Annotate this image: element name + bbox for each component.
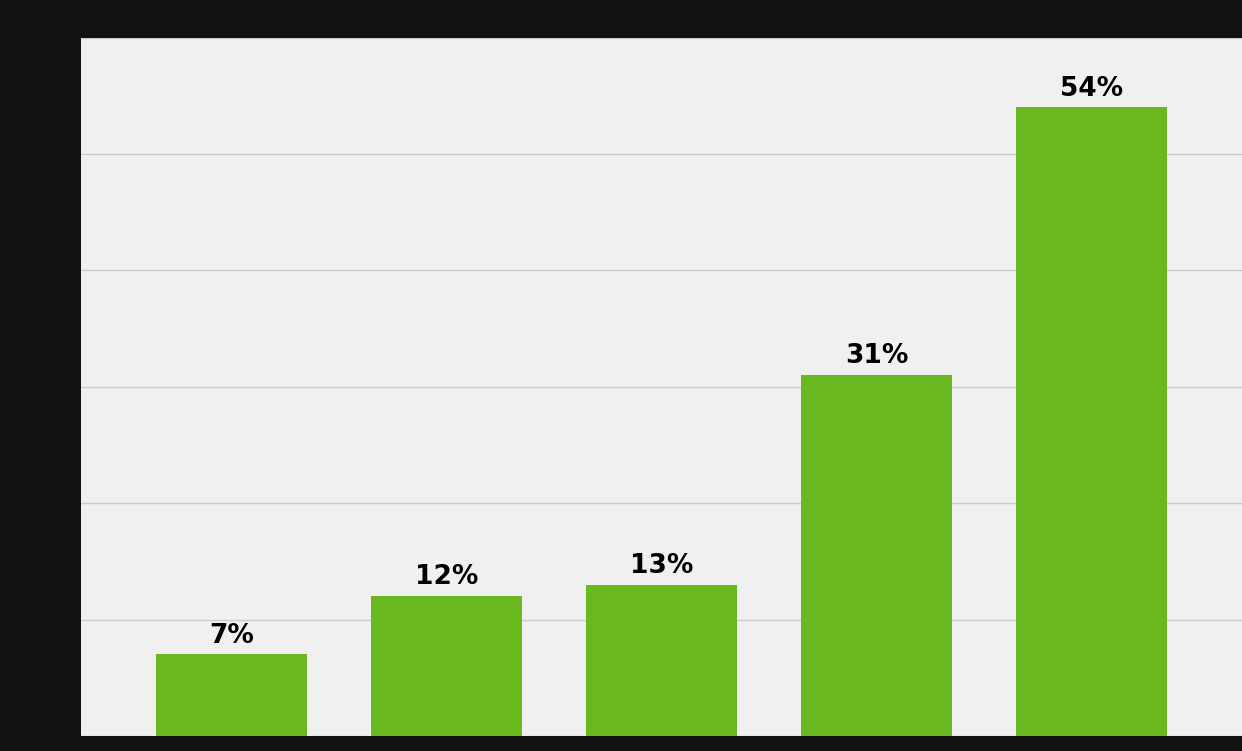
- Bar: [1016, 107, 1166, 736]
- Bar: [801, 375, 951, 736]
- Bar: [586, 584, 737, 736]
- Bar: [371, 596, 522, 736]
- Text: 54%: 54%: [1059, 76, 1123, 101]
- Text: 31%: 31%: [845, 343, 908, 369]
- Text: 13%: 13%: [630, 553, 693, 579]
- Text: 12%: 12%: [415, 565, 478, 590]
- Text: 7%: 7%: [209, 623, 253, 649]
- Bar: [156, 654, 307, 736]
